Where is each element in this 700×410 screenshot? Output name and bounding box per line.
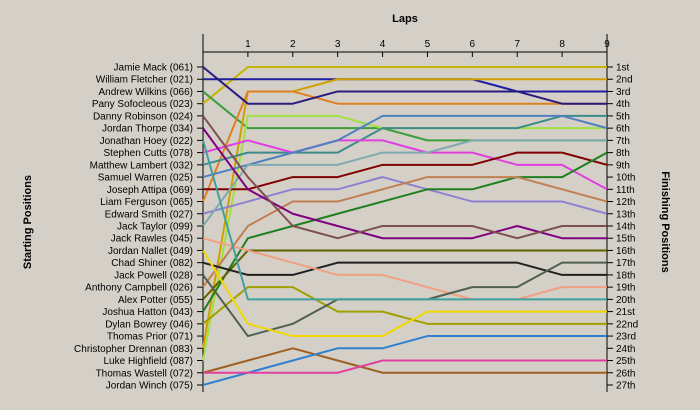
series-line-8: [202, 139, 608, 191]
finishing-position-label: 6th: [616, 124, 630, 135]
finishing-position-label: 7th: [616, 136, 630, 147]
series-line-12: [202, 151, 608, 313]
plot-frame: [202, 34, 608, 392]
finishing-position-label: 22nd: [616, 319, 638, 330]
finishing-position-label: 3rd: [616, 87, 630, 98]
finishing-position-label: 17th: [616, 258, 635, 269]
x-axis-title: Laps: [392, 13, 418, 25]
finishing-position-label: 15th: [616, 234, 635, 245]
series-line-18: [202, 237, 607, 301]
starting-position-label: Jordan Winch (075): [106, 380, 193, 391]
finishing-position-label: 23rd: [616, 332, 636, 343]
finishing-position-label: 10th: [616, 173, 635, 184]
finishing-position-label: 26th: [616, 368, 635, 379]
starting-position-label: Christopher Drennan (083): [74, 344, 193, 355]
starting-position-label: Samuel Warren (025): [98, 173, 193, 184]
starting-position-label: Jack Taylor (099): [117, 221, 193, 232]
finishing-position-label: 20th: [616, 295, 635, 306]
lap-tick-label: 5: [425, 39, 431, 50]
starting-position-labels: Jamie Mack (061)William Fletcher (021)An…: [74, 63, 203, 391]
finishing-position-label: 12th: [616, 197, 635, 208]
starting-position-label: Dylan Bowrey (046): [105, 319, 193, 330]
starting-position-label: Thomas Wastell (072): [96, 368, 193, 379]
series-line-24: [202, 347, 607, 374]
starting-position-label: Jordan Nallet (049): [108, 246, 193, 257]
finishing-position-label: 2nd: [616, 75, 633, 86]
lap-tick-label: 2: [290, 39, 296, 50]
finishing-position-label: 16th: [616, 246, 635, 257]
lap-ticks: 1 2 3 4 5 6 7 8 9: [245, 39, 610, 57]
finishing-position-label: 24th: [616, 344, 635, 355]
finishing-position-label: 14th: [616, 221, 635, 232]
series-line-7: [202, 114, 607, 166]
series-line-1: [202, 66, 607, 105]
starting-position-label: Chad Shiner (082): [111, 258, 193, 269]
starting-position-label: Alex Potter (055): [118, 295, 193, 306]
starting-position-label: Luke Highfield (087): [104, 356, 194, 367]
starting-position-label: Edward Smith (027): [105, 209, 193, 220]
finishing-position-labels: 1st2nd3rd4th5th6th7th8th9th10th11th12th1…: [607, 63, 638, 391]
lap-tick-label: 4: [380, 39, 386, 50]
starting-position-label: Matthew Lambert (032): [90, 160, 193, 171]
finishing-position-label: 13th: [616, 209, 635, 220]
series-line-9: [202, 114, 608, 179]
series-line-21: [202, 140, 607, 301]
starting-position-label: Joseph Attipa (069): [107, 185, 193, 196]
finishing-position-label: 4th: [616, 99, 630, 110]
lap-tick-label: 6: [470, 39, 476, 50]
starting-position-label: Stephen Cutts (078): [104, 148, 194, 159]
series-line-14: [202, 176, 608, 288]
series-line-22: [202, 249, 607, 338]
starting-position-label: Jonathan Hoey (022): [100, 136, 193, 147]
series-line-10: [203, 151, 608, 191]
lap-tick-label: 3: [335, 39, 341, 50]
finishing-position-label: 11th: [616, 185, 635, 196]
series-line-2: [203, 78, 607, 93]
series-line-27: [202, 66, 607, 105]
finishing-position-label: 25th: [616, 356, 635, 367]
finishing-position-label: 8th: [616, 148, 630, 159]
starting-position-label: Jack Rawles (045): [111, 234, 193, 245]
lap-tick-label: 8: [559, 39, 565, 50]
starting-position-label: William Fletcher (021): [96, 75, 193, 86]
starting-position-label: Thomas Prior (071): [107, 332, 193, 343]
finishing-position-label: 27th: [616, 380, 635, 391]
lap-tick-label: 1: [245, 39, 251, 50]
left-axis-title: Starting Positions: [22, 175, 34, 269]
finishing-position-label: 21st: [616, 307, 635, 318]
starting-position-label: Andrew Wilkins (066): [99, 87, 193, 98]
starting-position-label: Pany Sofocleous (023): [92, 99, 193, 110]
series-line-25: [202, 335, 607, 386]
finishing-position-label: 9th: [616, 160, 630, 171]
series-lines: [202, 66, 608, 386]
right-axis-title: Finishing Positions: [659, 171, 671, 272]
starting-position-label: Danny Robinson (024): [93, 111, 193, 122]
starting-position-label: Jack Powell (028): [114, 270, 193, 281]
starting-position-label: Jamie Mack (061): [114, 63, 193, 74]
finishing-position-label: 19th: [616, 283, 635, 294]
series-line-23: [202, 115, 607, 240]
series-line-26: [203, 359, 607, 374]
starting-position-label: Anthony Campbell (026): [85, 283, 193, 294]
starting-position-label: Joshua Hatton (043): [102, 307, 193, 318]
series-line-19: [202, 286, 607, 325]
lap-tick-label: 7: [514, 39, 520, 50]
starting-position-label: Jordan Thorpe (034): [102, 124, 193, 135]
finishing-position-label: 1st: [616, 63, 630, 74]
finishing-position-label: 18th: [616, 270, 635, 281]
finishing-position-label: 5th: [616, 111, 630, 122]
series-line-13: [202, 139, 607, 227]
series-line-16: [202, 249, 607, 301]
starting-position-label: Liam Ferguson (065): [100, 197, 193, 208]
series-line-17: [202, 261, 607, 276]
series-line-5: [202, 90, 607, 202]
lap-tick-label: 9: [604, 39, 610, 50]
